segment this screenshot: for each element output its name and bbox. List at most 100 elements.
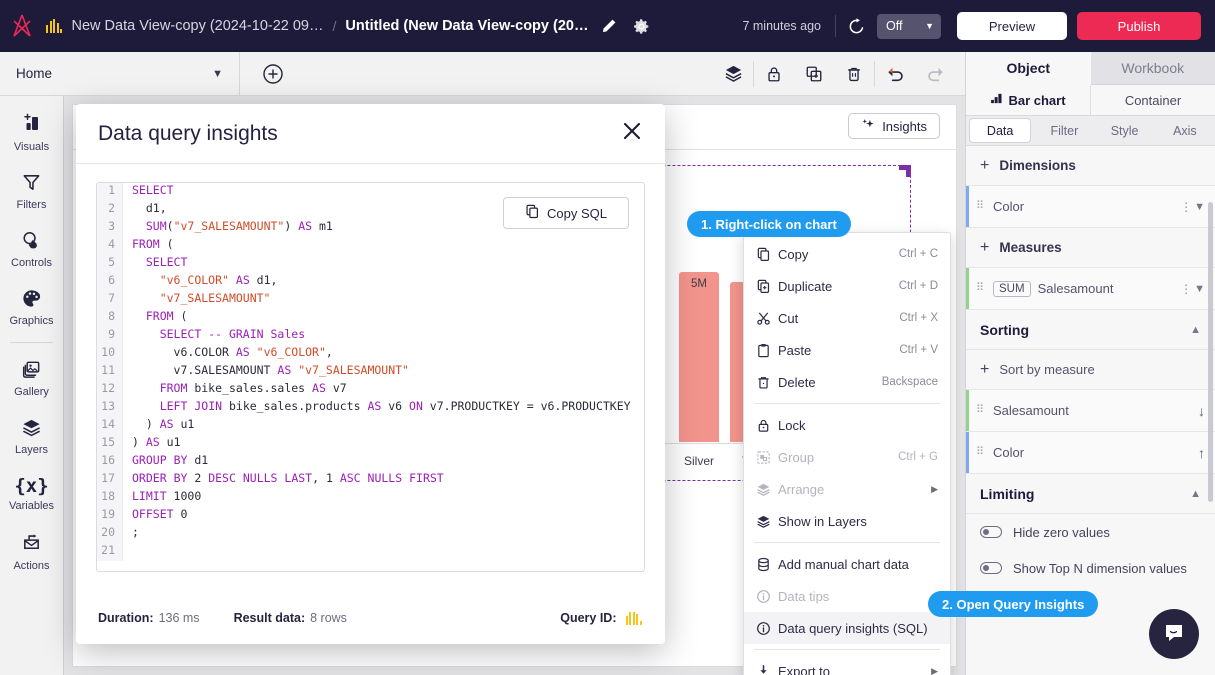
sort-direction-icon[interactable]: ↓ — [1198, 403, 1205, 419]
menu-shortcut: Backspace — [882, 376, 938, 388]
tab-object[interactable]: Object — [966, 52, 1091, 85]
publish-button[interactable]: Publish — [1077, 12, 1201, 40]
app-logo[interactable] — [0, 14, 44, 38]
add-measure-button[interactable]: + Measures — [966, 228, 1215, 268]
lock-icon[interactable] — [754, 65, 794, 83]
breadcrumb-parent[interactable]: New Data View-copy (2024-10-22 09… — [72, 18, 324, 34]
trash-icon[interactable] — [834, 65, 874, 83]
query-id-mark-icon[interactable] — [626, 612, 644, 625]
object-type-tabs: Bar chart Container — [966, 85, 1215, 116]
copy-sql-label: Copy SQL — [547, 206, 607, 221]
measure-pill-salesamount[interactable]: ⠿ SUM Salesamount ⋮ ▼ — [966, 268, 1215, 310]
gear-icon[interactable] — [630, 15, 652, 37]
sql-line: 10 v6.COLOR AS "v6_COLOR", — [97, 345, 644, 363]
sort-by-measure-button[interactable]: + Sort by measure — [966, 350, 1215, 390]
limiting-section-header[interactable]: Limiting ▲ — [966, 474, 1215, 514]
refresh-icon[interactable] — [848, 18, 865, 35]
sql-line-number: 12 — [97, 381, 123, 399]
more-options-icon[interactable]: ⋮ — [1180, 284, 1184, 294]
redo-icon[interactable] — [915, 63, 955, 84]
sidebar-item-filters[interactable]: Filters — [0, 162, 63, 220]
toggle-hide-zero-values[interactable]: Hide zero values — [966, 514, 1215, 550]
page-selector[interactable]: Home ▼ — [0, 52, 240, 96]
sidebar-item-actions[interactable]: Actions — [0, 523, 63, 581]
duplicate-icon[interactable] — [794, 65, 834, 83]
insights-button[interactable]: Insights — [848, 113, 940, 139]
sidebar-item-gallery[interactable]: Gallery — [0, 349, 63, 407]
menu-item-copy[interactable]: Copy Ctrl + C — [744, 238, 950, 270]
query-id-group: Query ID: — [560, 611, 643, 625]
menu-item-paste[interactable]: Paste Ctrl + V — [744, 334, 950, 366]
chevron-down-icon[interactable]: ▼ — [1194, 201, 1205, 213]
tab-bar-chart[interactable]: Bar chart — [966, 85, 1090, 115]
sql-line-text: ) AS u1 — [123, 435, 181, 453]
sidebar-item-graphics[interactable]: Graphics — [0, 278, 63, 336]
tab-workbook[interactable]: Workbook — [1091, 52, 1215, 85]
modal-title: Data query insights — [98, 122, 278, 146]
more-options-icon[interactable]: ⋮ — [1180, 202, 1184, 212]
drag-handle-icon[interactable]: ⠿ — [976, 284, 985, 293]
breadcrumb-current[interactable]: Untitled (New Data View-copy (20… — [345, 18, 588, 34]
chart-bar[interactable] — [679, 272, 719, 442]
sort-pill-salesamount[interactable]: ⠿ Salesamount ↓ — [966, 390, 1215, 432]
drag-handle-icon[interactable]: ⠿ — [976, 448, 985, 457]
aggregation-tag[interactable]: SUM — [993, 281, 1031, 297]
toggle-switch[interactable] — [980, 526, 1002, 538]
copy-sql-button[interactable]: Copy SQL — [503, 197, 629, 229]
menu-item-show-in-layers[interactable]: Show in Layers — [744, 505, 950, 537]
toggle-show-top-n[interactable]: Show Top N dimension values — [966, 550, 1215, 586]
sort-direction-icon[interactable]: ↑ — [1198, 445, 1205, 461]
preview-button[interactable]: Preview — [957, 12, 1067, 40]
close-icon[interactable] — [621, 120, 643, 147]
add-chart-icon — [21, 113, 43, 138]
drag-handle-icon[interactable]: ⠿ — [976, 406, 985, 415]
tab-container[interactable]: Container — [1090, 85, 1215, 115]
sidebar-item-controls[interactable]: Controls — [0, 220, 63, 278]
sidebar-item-visuals[interactable]: Visuals — [0, 104, 63, 162]
toggle-switch[interactable] — [980, 562, 1002, 574]
auto-refresh-select[interactable]: Off ▼ — [877, 14, 941, 39]
dimension-pill-color[interactable]: ⠿ Color ⋮ ▼ — [966, 186, 1215, 228]
menu-shortcut: Ctrl + V — [899, 344, 938, 356]
panel-scrollbar[interactable] — [1208, 202, 1213, 622]
menu-item-lock[interactable]: Lock — [744, 409, 950, 441]
menu-item-cut[interactable]: Cut Ctrl + X — [744, 302, 950, 334]
drag-handle-icon[interactable]: ⠿ — [976, 202, 985, 211]
left-rail: Visuals Filters Controls Graphics Galler… — [0, 96, 64, 675]
chat-bubble-button[interactable] — [1149, 609, 1199, 659]
menu-item-export-to[interactable]: Export to ▶ — [744, 655, 950, 675]
menu-item-duplicate[interactable]: Duplicate Ctrl + D — [744, 270, 950, 302]
sql-line: 19 OFFSET 0 — [97, 507, 644, 525]
control-pointer-icon — [21, 230, 42, 254]
add-page-button[interactable] — [262, 63, 284, 85]
editor-toolbar: Home ▼ — [0, 52, 965, 96]
dimensions-label: Dimensions — [999, 158, 1076, 173]
copy-icon — [756, 247, 778, 262]
sql-line-number: 19 — [97, 507, 123, 525]
menu-item-delete[interactable]: Delete Backspace — [744, 366, 950, 398]
sql-line-text: ; — [123, 525, 139, 543]
undo-icon[interactable] — [875, 63, 915, 84]
result-label: Result data: — [234, 611, 306, 625]
sql-line-number: 14 — [97, 417, 123, 435]
sidebar-item-variables[interactable]: {x} Variables — [0, 465, 63, 523]
sort-pill-color[interactable]: ⠿ Color ↑ — [966, 432, 1215, 474]
tab-data[interactable]: Data — [969, 118, 1031, 143]
tab-filter[interactable]: Filter — [1034, 116, 1094, 145]
scrollbar-thumb[interactable] — [1208, 202, 1213, 502]
toggle-label: Show Top N dimension values — [1013, 561, 1187, 576]
sql-line-number: 15 — [97, 435, 123, 453]
tab-style[interactable]: Style — [1095, 116, 1155, 145]
menu-item-add-manual-chart-data[interactable]: Add manual chart data — [744, 548, 950, 580]
sql-line-text: OFFSET 0 — [123, 507, 187, 525]
layers-icon[interactable] — [713, 64, 753, 83]
sql-code-block[interactable]: Copy SQL 1 SELECT 2 d1, 3 SUM("v7_SALESAMOU… — [96, 182, 645, 572]
sidebar-item-layers[interactable]: Layers — [0, 407, 63, 465]
add-dimension-button[interactable]: + Dimensions — [966, 146, 1215, 186]
menu-item-data-query-insights[interactable]: Data query insights (SQL) — [744, 612, 950, 644]
tab-axis[interactable]: Axis — [1155, 116, 1215, 145]
resize-handle-right[interactable] — [906, 165, 911, 177]
sorting-section-header[interactable]: Sorting ▲ — [966, 310, 1215, 350]
rename-pencil-icon[interactable] — [598, 15, 620, 37]
chevron-down-icon[interactable]: ▼ — [1194, 283, 1205, 295]
